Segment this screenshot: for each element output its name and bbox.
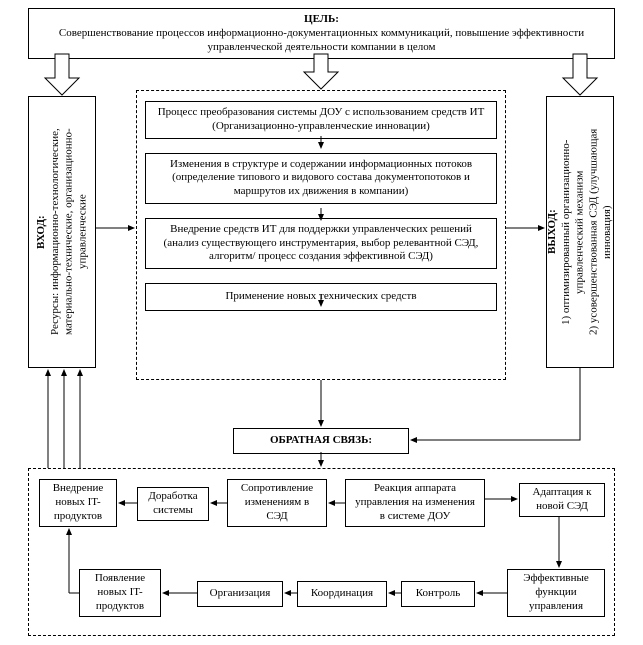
goal-box: ЦЕЛЬ: Совершенствование процессов информ… [28, 8, 615, 59]
fb-new-it-deploy: Внедрение новых IT-продуктов [39, 479, 117, 527]
feedback-heading: ОБРАТНАЯ СВЯЗЬ: [233, 428, 409, 454]
input-box: ВХОД: Ресурсы: информационно-технологиче… [28, 96, 96, 368]
process-container: Процесс преобразования системы ДОУ с исп… [136, 90, 506, 380]
fb-rework: Доработка системы [137, 487, 209, 521]
fb-reaction: Реакция аппарата управления на изменения… [345, 479, 485, 527]
input-heading: ВХОД: [35, 215, 47, 249]
process-step-1: Процесс преобразования системы ДОУ с исп… [145, 101, 497, 139]
fb-resistance: Сопротивление изменениям в СЭД [227, 479, 327, 527]
fb-control: Контроль [401, 581, 475, 607]
output-text: 1) оптимизированный организационно-управ… [559, 129, 612, 335]
process-step-2: Изменения в структуре и содержании инфор… [145, 153, 497, 204]
output-heading: ВЫХОД: [546, 210, 558, 255]
fb-coordination: Координация [297, 581, 387, 607]
goal-text: Совершенствование процессов информационн… [35, 27, 608, 55]
fb-adaptation: Адаптация к новой СЭД [519, 483, 605, 517]
fb-new-it-emerge: Появление новых IT-продуктов [79, 569, 161, 617]
process-step-3: Внедрение средств ИТ для поддержки управ… [145, 218, 497, 269]
output-box: ВЫХОД: 1) оптимизированный организационн… [546, 96, 614, 368]
flowchart-root: ЦЕЛЬ: Совершенствование процессов информ… [8, 8, 635, 637]
fb-organization: Организация [197, 581, 283, 607]
feedback-container: Внедрение новых IT-продуктов Доработка с… [28, 468, 615, 636]
input-text: Ресурсы: информационно-технологические, … [48, 129, 88, 336]
goal-heading: ЦЕЛЬ: [35, 13, 608, 27]
process-step-4: Применение новых технических средств [145, 283, 497, 311]
fb-effective-mgmt: Эффективные функции управления [507, 569, 605, 617]
